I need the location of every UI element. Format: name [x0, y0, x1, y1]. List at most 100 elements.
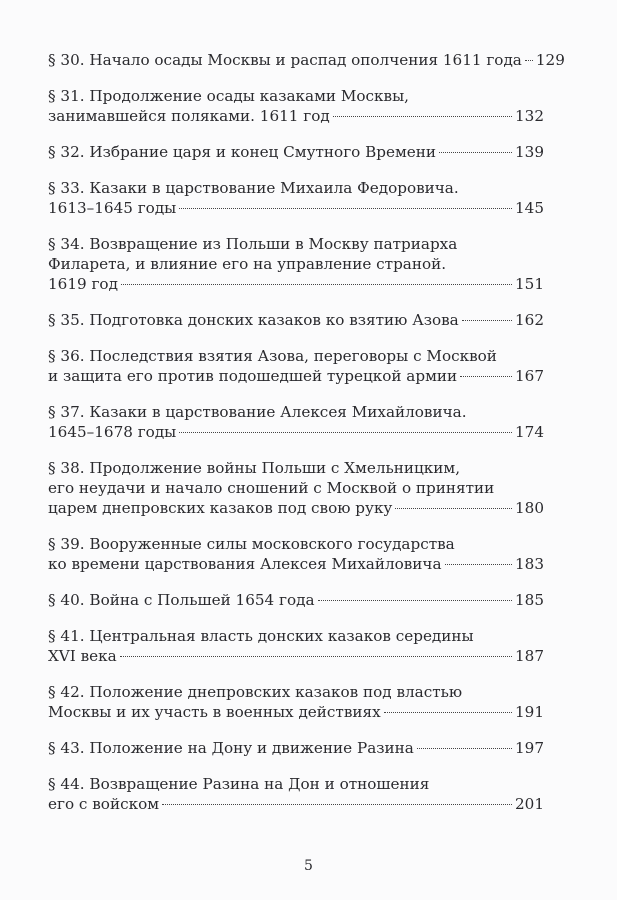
toc-entry-line: занимавшейся поляками. 1611 год 132: [48, 106, 544, 126]
toc-entry-title: его неудачи и начало сношений с Москвой …: [48, 479, 495, 497]
toc-entry-title: § 43. Положение на Дону и движение Разин…: [48, 739, 414, 757]
dot-leader: [119, 656, 512, 657]
dot-leader: [395, 508, 512, 509]
toc-entry-line: 1645–1678 годы 174: [48, 422, 544, 442]
toc-entry-page: 187: [515, 647, 544, 665]
toc-entry-title: § 34. Возвращение из Польши в Москву пат…: [48, 235, 458, 253]
dot-leader: [120, 284, 512, 285]
toc-entry-page: 185: [515, 591, 544, 609]
toc-entry: § 32. Избрание царя и конец Смутного Вре…: [48, 142, 544, 162]
toc-entry-page: 151: [515, 275, 544, 293]
page-number: 5: [304, 858, 313, 874]
toc-entry-title: § 37. Казаки в царствование Алексея Миха…: [48, 403, 467, 421]
toc-entry: § 35. Подготовка донских казаков ко взят…: [48, 310, 544, 330]
toc-entry-line: § 44. Возвращение Разина на Дон и отноше…: [48, 774, 544, 794]
toc-entry-page: 174: [515, 423, 544, 441]
toc-entry-title: занимавшейся поляками. 1611 год: [48, 107, 330, 125]
toc-entry: § 33. Казаки в царствование Михаила Федо…: [48, 178, 544, 218]
toc-entry-line: § 32. Избрание царя и конец Смутного Вре…: [48, 142, 544, 162]
toc-entry-line: § 38. Продолжение войны Польши с Хмельни…: [48, 458, 544, 478]
toc-entry-title: § 38. Продолжение войны Польши с Хмельни…: [48, 459, 461, 477]
toc-entry-line: § 35. Подготовка донских казаков ко взят…: [48, 310, 544, 330]
toc-entry-line: его с войском 201: [48, 794, 544, 814]
toc-entry-page: 167: [515, 367, 544, 385]
toc-entry-title: § 35. Подготовка донских казаков ко взят…: [48, 311, 459, 329]
dot-leader: [416, 748, 512, 749]
toc-entry: § 30. Начало осады Москвы и распад ополч…: [48, 50, 565, 70]
toc-entry-page: 145: [515, 199, 544, 217]
toc-entry-line: § 36. Последствия взятия Азова, перегово…: [48, 346, 544, 366]
dot-leader: [461, 320, 512, 321]
toc-entry-page: 162: [515, 311, 544, 329]
toc-entry-page: 180: [515, 499, 544, 517]
toc-entry-page: 129: [535, 51, 565, 69]
toc-entry-page: 197: [515, 739, 544, 757]
toc-entry-line: § 34. Возвращение из Польши в Москву пат…: [48, 234, 544, 254]
toc-entry-title: 1613–1645 годы: [48, 199, 177, 217]
toc-entry-title: § 36. Последствия взятия Азова, перегово…: [48, 347, 497, 365]
dot-leader: [460, 376, 512, 377]
toc-entry-page: 201: [515, 795, 544, 813]
dot-leader: [317, 600, 512, 601]
toc-entry-line: XVI века 187: [48, 646, 544, 666]
toc-entry-title: его с войском: [48, 795, 160, 813]
toc-entry-title: § 41. Центральная власть донских казаков…: [48, 627, 474, 645]
toc-entry: § 43. Положение на Дону и движение Разин…: [48, 738, 544, 758]
toc-entry-line: Москвы и их участь в военных действиях 19…: [48, 702, 544, 722]
toc-entry: § 40. Война с Польшей 1654 года 185: [48, 590, 544, 610]
toc-entry: § 31. Продолжение осады казаками Москвы,…: [48, 86, 544, 126]
toc-entry-line: царем днепровских казаков под свою руку 1…: [48, 498, 544, 518]
toc-entry-line: § 30. Начало осады Москвы и распад ополч…: [48, 50, 565, 70]
toc-entry-title: и защита его против подошедшей турецкой …: [48, 367, 458, 385]
toc-entry-line: § 39. Вооруженные силы московского госуд…: [48, 534, 544, 554]
dot-leader: [439, 152, 512, 153]
toc-entry: § 36. Последствия взятия Азова, перегово…: [48, 346, 544, 386]
toc-entry: § 44. Возвращение Разина на Дон и отноше…: [48, 774, 544, 814]
dot-leader: [179, 432, 512, 433]
toc-entry-line: его неудачи и начало сношений с Москвой …: [48, 478, 544, 498]
toc-entry-title: Филарета, и влияние его на управление ст…: [48, 255, 447, 273]
toc-entry: § 41. Центральная власть донских казаков…: [48, 626, 544, 666]
toc-entry-title: 1619 год: [48, 275, 118, 293]
toc-entry-title: § 32. Избрание царя и конец Смутного Вре…: [48, 143, 437, 161]
toc-entry-title: § 30. Начало осады Москвы и распад ополч…: [48, 51, 522, 69]
toc-entry-page: 191: [515, 703, 544, 721]
toc-entry-line: § 40. Война с Польшей 1654 года 185: [48, 590, 544, 610]
dot-leader: [444, 564, 512, 565]
toc-entry-line: § 42. Положение днепровских казаков под …: [48, 682, 544, 702]
toc-entry-line: 1613–1645 годы 145: [48, 198, 544, 218]
dot-leader: [383, 712, 512, 713]
table-of-contents: § 30. Начало осады Москвы и распад ополч…: [48, 50, 565, 830]
toc-entry-title: Москвы и их участь в военных действиях: [48, 703, 381, 721]
toc-entry: § 42. Положение днепровских казаков под …: [48, 682, 544, 722]
toc-entry-title: XVI века: [48, 647, 117, 665]
toc-entry-page: 132: [515, 107, 544, 125]
toc-entry-line: Филарета, и влияние его на управление ст…: [48, 254, 544, 274]
toc-entry-line: ко времени царствования Алексея Михайлов…: [48, 554, 544, 574]
toc-entry: § 38. Продолжение войны Польши с Хмельни…: [48, 458, 544, 518]
toc-entry-line: и защита его против подошедшей турецкой …: [48, 366, 544, 386]
toc-entry-page: 183: [515, 555, 544, 573]
toc-entry-title: § 33. Казаки в царствование Михаила Федо…: [48, 179, 459, 197]
toc-entry-line: 1619 год 151: [48, 274, 544, 294]
toc-entry-title: царем днепровских казаков под свою руку: [48, 499, 393, 517]
dot-leader: [332, 116, 512, 117]
dot-leader: [162, 804, 512, 805]
toc-entry-line: § 37. Казаки в царствование Алексея Миха…: [48, 402, 544, 422]
toc-entry-line: § 41. Центральная власть донских казаков…: [48, 626, 544, 646]
toc-entry-line: § 43. Положение на Дону и движение Разин…: [48, 738, 544, 758]
toc-entry-line: § 31. Продолжение осады казаками Москвы,: [48, 86, 544, 106]
toc-entry: § 39. Вооруженные силы московского госуд…: [48, 534, 544, 574]
toc-entry-title: § 31. Продолжение осады казаками Москвы,: [48, 87, 409, 105]
dot-leader: [179, 208, 512, 209]
toc-entry: § 37. Казаки в царствование Алексея Миха…: [48, 402, 544, 442]
toc-entry-title: § 39. Вооруженные силы московского госуд…: [48, 535, 455, 553]
toc-entry-title: 1645–1678 годы: [48, 423, 177, 441]
toc-entry-title: ко времени царствования Алексея Михайлов…: [48, 555, 442, 573]
toc-entry-page: 139: [515, 143, 544, 161]
toc-entry-title: § 42. Положение днепровских казаков под …: [48, 683, 463, 701]
toc-entry: § 34. Возвращение из Польши в Москву пат…: [48, 234, 544, 294]
toc-entry-line: § 33. Казаки в царствование Михаила Федо…: [48, 178, 544, 198]
toc-entry-title: § 40. Война с Польшей 1654 года: [48, 591, 315, 609]
dot-leader: [524, 60, 533, 61]
